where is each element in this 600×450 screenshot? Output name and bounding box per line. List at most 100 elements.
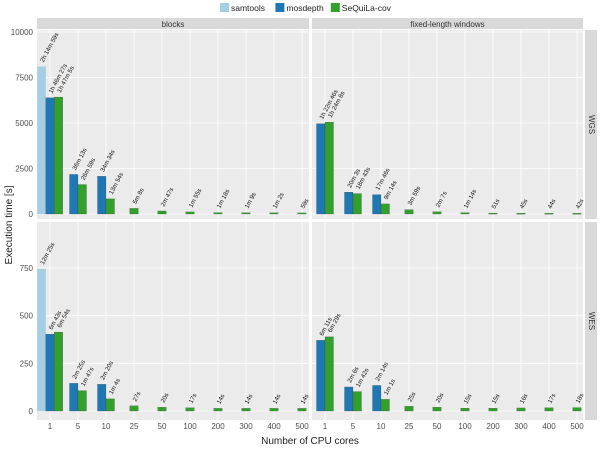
bar-label: 18s	[575, 392, 586, 404]
col-strip-0	[37, 18, 309, 29]
x-tick-label: 300	[514, 422, 528, 431]
bar-sequila-cov	[129, 208, 139, 215]
x-axis-title: Number of CPU cores	[261, 436, 359, 447]
y-tick-label: 750	[20, 264, 34, 273]
bar-samtools	[37, 268, 46, 412]
bar-sequila-cov	[213, 212, 223, 215]
col-strip-label-0: blocks	[162, 20, 185, 29]
bar-samtools	[37, 66, 46, 215]
bar-sequila-cov	[432, 407, 442, 412]
y-tick-label: 5000	[15, 119, 33, 128]
bar-sequila-cov	[380, 399, 390, 412]
bar-sequila-cov	[544, 407, 554, 412]
y-tick-label: 0	[29, 407, 34, 416]
bar-sequila-cov	[516, 213, 526, 215]
panel-bg	[312, 222, 583, 420]
x-tick-label: 500	[295, 422, 309, 431]
x-tick-label: 200	[211, 422, 225, 431]
bar-label: 51s	[491, 198, 502, 210]
x-tick-label: 1	[48, 422, 53, 431]
bar-sequila-cov	[77, 184, 87, 215]
legend-key-2	[330, 3, 340, 12]
bar-label: 15s	[491, 393, 502, 405]
bar-sequila-cov	[460, 408, 470, 412]
bar-sequila-cov	[241, 212, 251, 215]
bar-sequila-cov	[129, 405, 139, 412]
bar-sequila-cov	[572, 213, 582, 215]
bar-sequila-cov	[404, 209, 414, 215]
legend-key-1	[275, 3, 285, 12]
bar-sequila-cov	[324, 122, 334, 215]
bar-sequila-cov	[157, 407, 167, 412]
x-tick-label: 50	[158, 422, 167, 431]
legend-label-1: mosdepth	[286, 3, 324, 13]
bar-sequila-cov	[269, 408, 279, 412]
bar-label: 16s	[519, 393, 530, 405]
legend-label-0: samtools	[231, 3, 265, 13]
row-strip-0	[585, 30, 597, 219]
bar-label: 44s	[547, 198, 558, 210]
bar-sequila-cov	[105, 398, 115, 412]
x-tick-label: 10	[102, 422, 111, 431]
x-tick-label: 400	[542, 422, 556, 431]
bar-mosdepth	[344, 386, 354, 412]
bar-label: 59s	[300, 198, 311, 210]
bar-mosdepth	[316, 123, 326, 215]
bar-mosdepth	[45, 97, 55, 215]
x-tick-label: 100	[458, 422, 472, 431]
col-strip-1	[312, 18, 583, 29]
bar-sequila-cov	[544, 213, 554, 215]
bar-sequila-cov	[404, 406, 414, 412]
bar-sequila-cov	[488, 408, 498, 412]
bar-sequila-cov	[516, 407, 526, 412]
bar-sequila-cov	[297, 408, 307, 412]
bar-label: 42s	[575, 198, 586, 210]
x-tick-label: 5	[76, 422, 81, 431]
bar-sequila-cov	[54, 331, 63, 412]
x-tick-label: 25	[405, 422, 414, 431]
bar-sequila-cov	[77, 390, 87, 412]
bar-label: 27s	[132, 391, 143, 403]
bar-mosdepth	[97, 176, 107, 215]
bar-sequila-cov	[185, 407, 195, 412]
legend-key-0	[220, 3, 229, 12]
bar-mosdepth	[69, 383, 79, 412]
bar-sequila-cov	[352, 193, 362, 215]
x-tick-label: 400	[267, 422, 281, 431]
y-tick-label: 250	[20, 359, 34, 368]
bar-label: 17s	[188, 393, 199, 405]
y-tick-label: 2500	[15, 165, 33, 174]
bar-mosdepth	[344, 192, 354, 215]
x-tick-label: 10	[377, 422, 386, 431]
bar-label: 25s	[407, 391, 418, 403]
bar-label: 14s	[244, 393, 255, 405]
bar-label: 17s	[547, 393, 558, 405]
bar-sequila-cov	[352, 391, 362, 412]
row-strip-label-0: WGS	[587, 115, 596, 134]
bar-label: 14s	[272, 393, 283, 405]
bar-sequila-cov	[432, 211, 442, 215]
bar-mosdepth	[372, 385, 382, 412]
bar-mosdepth	[316, 340, 326, 412]
bar-sequila-cov	[54, 96, 63, 215]
y-axis-title: Execution time [s]	[4, 185, 15, 264]
x-tick-label: 1	[323, 422, 328, 431]
y-tick-label: 10000	[11, 28, 34, 37]
bar-label: 15s	[463, 393, 474, 405]
bar-label: 14s	[300, 393, 311, 405]
y-tick-label: 0	[29, 210, 34, 219]
bar-mosdepth	[69, 174, 79, 215]
bar-sequila-cov	[213, 408, 223, 412]
bar-sequila-cov	[105, 198, 115, 215]
x-tick-label: 50	[433, 422, 442, 431]
bar-mosdepth	[45, 334, 55, 412]
bar-sequila-cov	[488, 212, 498, 215]
panel-bg	[37, 222, 309, 420]
bar-sequila-cov	[269, 212, 279, 215]
bar-mosdepth	[97, 384, 107, 412]
bar-label: 20s	[435, 392, 446, 404]
bar-label: 14s	[216, 393, 227, 405]
col-strip-label-1: fixed-length windows	[410, 20, 484, 29]
